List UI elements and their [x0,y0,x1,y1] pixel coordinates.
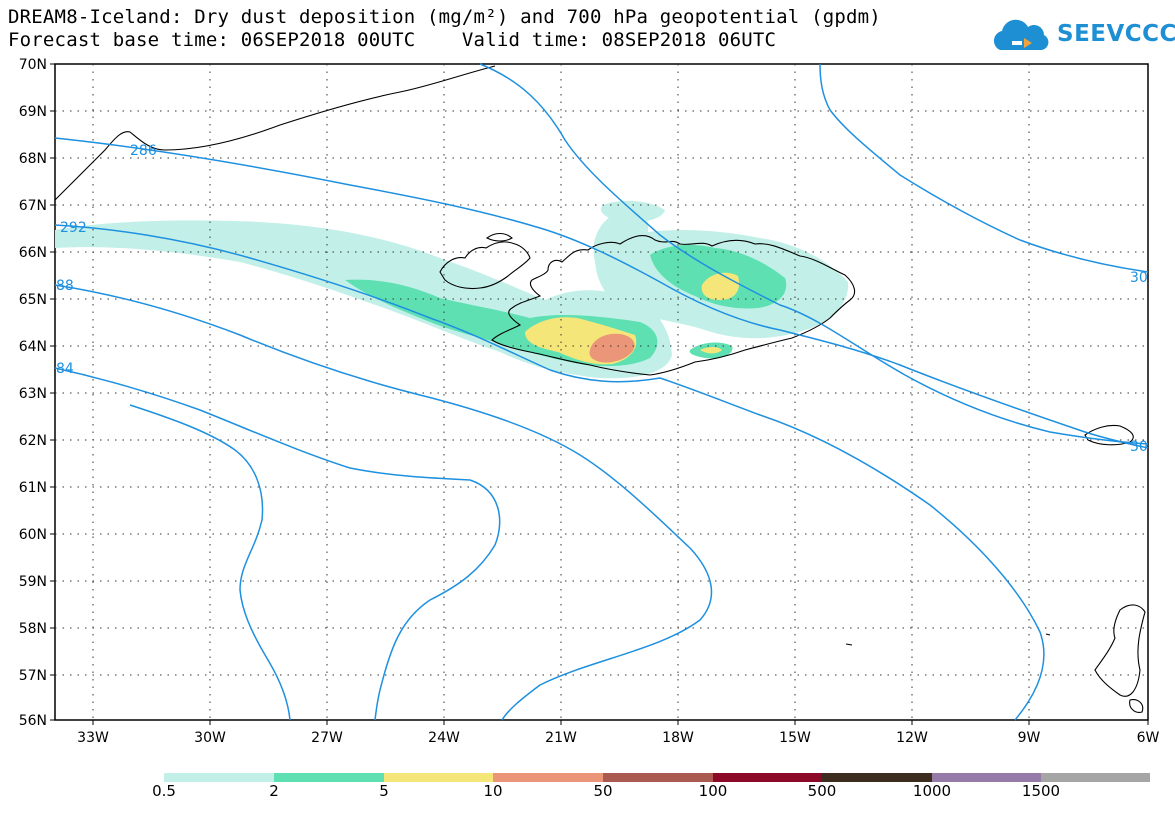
contour-labels: 286 292 88 84 30 30 [56,143,1148,455]
colorbar-swatch [932,773,1041,782]
colorbar [164,773,1150,782]
lat-label: 67N [19,198,47,214]
colorbar-swatch [493,773,603,782]
lon-label: 24W [428,730,460,746]
lat-label: 66N [19,245,47,261]
lon-label: 12W [896,730,928,746]
map-frame [54,63,1149,721]
contour-label-30b: 30 [1130,439,1148,455]
lat-label: 56N [19,713,47,729]
colorbar-swatch [164,773,274,782]
lat-label: 68N [19,151,47,167]
colorbar-label: 100 [698,782,728,800]
geopotential-contours [54,63,1149,721]
colorbar-label: 50 [593,782,613,800]
lon-label: 9W [1018,730,1041,746]
coastlines [54,65,1146,713]
colorbar-label: 10 [483,782,503,800]
colorbar-label: 5 [379,782,389,800]
contour-label-88: 88 [56,278,74,294]
colorbar-label: 500 [807,782,837,800]
map-title: DREAM8-Iceland: Dry dust deposition (mg/… [8,6,881,28]
lat-label: 69N [19,104,47,120]
lat-label: 60N [19,527,47,543]
axis-ticks [50,63,1149,725]
contour-label-286: 286 [130,143,157,159]
lon-label: 15W [779,730,811,746]
lon-label: 21W [545,730,577,746]
colorbar-swatch [603,773,713,782]
lat-label: 59N [19,574,47,590]
lat-label: 57N [19,668,47,684]
lat-label: 65N [19,292,47,308]
contour-label-30a: 30 [1130,270,1148,286]
longitude-labels: 33W 30W 27W 24W 21W 18W 15W 12W 9W 6W [77,730,1159,746]
lon-label: 6W [1137,730,1160,746]
lon-label: 18W [662,730,694,746]
lat-label: 70N [19,57,47,73]
colorbar-swatch [1041,773,1150,782]
colorbar-label: 0.5 [152,782,176,800]
colorbar-swatch [713,773,822,782]
colorbar-swatch [822,773,932,782]
lat-label: 58N [19,621,47,637]
lat-label: 64N [19,339,47,355]
colorbar-swatch [274,773,384,782]
lat-label: 61N [19,480,47,496]
lon-label: 30W [194,730,226,746]
lon-label: 33W [77,730,109,746]
lon-label: 27W [311,730,343,746]
cloud-logo-icon [993,19,1049,50]
contour-label-84: 84 [56,361,74,377]
colorbar-label: 2 [269,782,279,800]
colorbar-swatch [384,773,493,782]
forecast-time-subtitle: Forecast base time: 06SEP2018 00UTC Vali… [8,29,777,51]
latitude-labels: 70N 69N 68N 67N 66N 65N 64N 63N 62N 61N … [19,57,47,729]
lat-label: 62N [19,433,47,449]
logo-text: SEEVCCC [1057,21,1175,47]
colorbar-label: 1000 [912,782,952,800]
colorbar-label: 1500 [1021,782,1061,800]
lat-label: 63N [19,386,47,402]
contour-label-292: 292 [60,220,87,236]
